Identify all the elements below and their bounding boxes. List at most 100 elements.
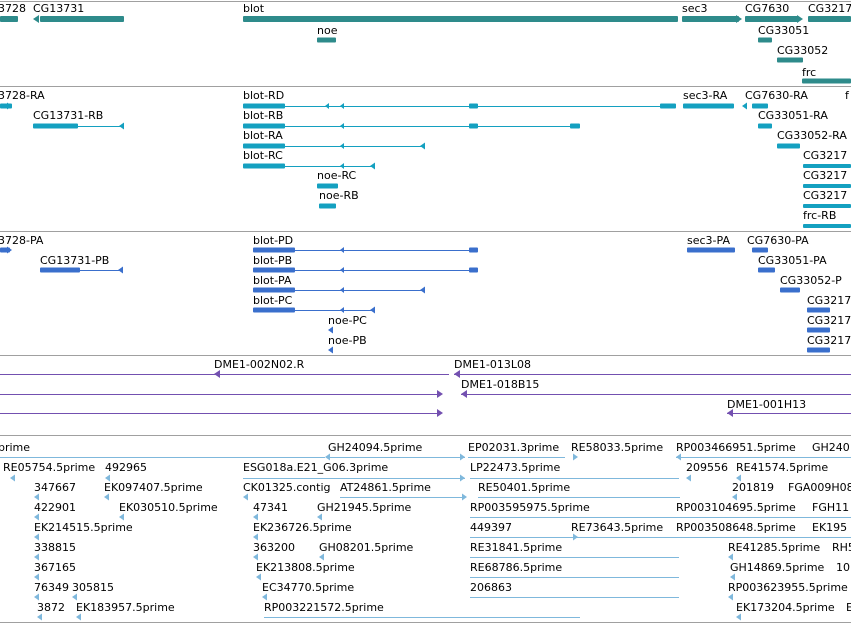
est-track-feature-ek236726-5prime[interactable]: EK236726.5prime	[253, 521, 352, 541]
protein-strand-arrow-left[interactable]	[340, 247, 344, 253]
gene-strand-arrow-right[interactable]	[797, 15, 803, 23]
est-track-feature-rp003623955-5prime[interactable]: RP003623955.5prime	[728, 581, 848, 601]
protein-track-feature-cg7630-pa[interactable]: CG7630-PA	[747, 234, 809, 253]
est-strand-arrow-left[interactable]	[34, 553, 39, 561]
transcript-track[interactable]: 3728-RA CG13731-RB blot-RD blot-RB blot-RA bl…	[0, 89, 851, 228]
est-strand-arrow-left[interactable]	[728, 553, 733, 561]
est-strand-arrow-left[interactable]	[243, 493, 248, 501]
transcript-strand-arrow-left[interactable]	[340, 103, 344, 109]
clone-strand-arrow-right[interactable]	[437, 390, 443, 398]
est-strand-arrow-left[interactable]	[34, 533, 39, 541]
protein-track-feature-sec3-pa[interactable]: sec3-PA	[687, 234, 735, 253]
est-track-feature-at24861-5prime[interactable]: AT24861.5prime	[340, 481, 467, 501]
est-track-feature-re58033-5prime[interactable]: RE58033.5prime	[571, 441, 663, 461]
protein-strand-arrow-left[interactable]	[328, 326, 333, 334]
protein-track-feature-cg33052-p[interactable]: CG33052-P	[780, 274, 842, 293]
est-track-feature-re41285-5prime[interactable]: RE41285.5prime	[728, 541, 820, 561]
gene-track-feature-3728[interactable]: 3728	[0, 2, 26, 22]
transcript-bar[interactable]	[758, 123, 772, 129]
protein-track-feature-cg33051-pa[interactable]: CG33051-PA	[758, 254, 827, 273]
transcript-track-feature-f[interactable]: f	[845, 89, 850, 102]
transcript-exon[interactable]	[469, 103, 478, 109]
est-track-feature-rp003508648-5prime[interactable]: RP003508648.5prime	[676, 521, 851, 538]
est-strand-arrow-left[interactable]	[104, 493, 109, 501]
protein-strand-arrow-left[interactable]	[118, 266, 123, 274]
est-strand-arrow-left[interactable]	[686, 474, 691, 482]
protein-track-feature-noe-pb[interactable]: noe-PB	[328, 334, 367, 354]
est-track-feature-gh240[interactable]: GH240	[812, 441, 850, 454]
gene-track-feature-cg13731[interactable]: CG13731	[33, 2, 124, 23]
protein-strand-arrow-left[interactable]	[340, 287, 344, 293]
protein-track[interactable]: 3728-PA CG13731-PB blot-PD blot-PB blot-PA bl…	[0, 234, 851, 354]
transcript-track-feature-blot-rb[interactable]: blot-RB	[243, 109, 580, 129]
transcript-strand-arrow-left[interactable]	[340, 143, 344, 149]
protein-track-feature-cg13731-pb[interactable]: CG13731-PB	[40, 254, 123, 274]
est-strand-arrow-left[interactable]	[253, 533, 258, 541]
protein-exon[interactable]	[469, 267, 478, 273]
est-strand-arrow-right[interactable]	[573, 453, 578, 461]
protein-track-feature-noe-pc[interactable]: noe-PC	[328, 314, 367, 334]
protein-strand-arrow-left[interactable]	[328, 346, 333, 354]
transcript-strand-arrow-left[interactable]	[420, 142, 425, 150]
est-strand-arrow-left[interactable]	[119, 513, 124, 521]
transcript-strand-arrow-left[interactable]	[340, 123, 344, 129]
est-track-feature-76349[interactable]: 76349	[34, 581, 69, 601]
transcript-track-feature-noe-rb[interactable]: noe-RB	[319, 189, 359, 209]
est-track-feature-rp003221572-5prime[interactable]: RP003221572.5prime	[264, 601, 580, 618]
est-track[interactable]: prime GH24094.5prime EP02031.3prime RE58033…	[0, 441, 851, 621]
gene-bar[interactable]	[777, 57, 803, 63]
protein-bar[interactable]	[752, 247, 768, 253]
protein-bar[interactable]	[807, 327, 830, 333]
transcript-strand-arrow-left[interactable]	[742, 102, 747, 110]
est-strand-arrow-left[interactable]	[676, 453, 681, 461]
est-track-feature-re73643-5prime[interactable]: RE73643.5prime	[571, 521, 663, 541]
gene-bar[interactable]	[802, 78, 851, 84]
est-strand-arrow-left[interactable]	[732, 493, 737, 501]
gene-bar[interactable]	[40, 16, 124, 22]
transcript-track-feature-blot-rc[interactable]: blot-RC	[243, 149, 375, 170]
transcript-strand-arrow-left[interactable]	[370, 162, 375, 170]
transcript-track-feature-cg7630-ra[interactable]: CG7630-RA	[745, 89, 808, 109]
est-track-feature-re05754-5prime[interactable]: RE05754.5prime	[3, 461, 95, 482]
est-track-feature-rp003466951-5prime[interactable]: RP003466951.5prime	[676, 441, 851, 461]
protein-track-feature-cg3217[interactable]: CG3217	[807, 334, 851, 353]
protein-strand-arrow-left[interactable]	[370, 306, 375, 314]
est-strand-arrow-left[interactable]	[262, 593, 267, 601]
transcript-track-feature-cg13731-rb[interactable]: CG13731-RB	[33, 109, 124, 130]
transcript-track-feature-frc-rb[interactable]: frc-RB	[803, 209, 851, 228]
transcript-exon[interactable]	[660, 103, 676, 109]
transcript-track-feature-3728-ra[interactable]: 3728-RA	[0, 89, 45, 110]
est-track-feature-47341[interactable]: 47341	[253, 501, 288, 521]
est-track-feature-ek195[interactable]: EK195	[812, 521, 847, 534]
transcript-exon[interactable]	[570, 123, 580, 129]
est-track-feature-fgh11[interactable]: FGH11	[812, 501, 849, 514]
gene-bar[interactable]	[0, 16, 18, 22]
est-track-feature-gh21945-5prime[interactable]: GH21945.5prime	[317, 501, 412, 521]
est-track-feature-305815[interactable]: 305815	[72, 581, 114, 601]
transcript-strand-arrow-left[interactable]	[119, 122, 124, 130]
est-strand-arrow-left[interactable]	[72, 593, 77, 601]
gene-strand-arrow-left[interactable]	[33, 15, 39, 23]
est-strand-arrow-right[interactable]	[573, 533, 578, 541]
gene-bar[interactable]	[682, 16, 739, 22]
gene-track-feature-sec3[interactable]: sec3	[682, 2, 742, 23]
est-strand-arrow-left[interactable]	[10, 474, 15, 482]
est-strand-arrow-left[interactable]	[76, 613, 81, 621]
est-track-feature-fga009h08[interactable]: FGA009H08.	[788, 481, 851, 494]
transcript-bar[interactable]	[317, 183, 338, 189]
est-track-feature-esg018a-e21-g06-3prime[interactable]: ESG018a.E21_G06.3prime	[243, 461, 465, 482]
transcript-bar[interactable]	[803, 164, 851, 168]
transcript-bar[interactable]	[803, 204, 851, 208]
gene-track-feature-blot[interactable]: blot	[243, 2, 678, 22]
est-track-feature-gh24094-5prime[interactable]: GH24094.5prime	[328, 441, 465, 461]
est-track-feature-re68786-5prime[interactable]: RE68786.5prime	[470, 561, 679, 578]
est-track-feature-ec34770-5prime[interactable]: EC34770.5prime	[262, 581, 354, 601]
est-track-feature-492965[interactable]: 492965	[105, 461, 147, 482]
transcript-bar[interactable]	[777, 143, 800, 149]
protein-track-feature-blot-pc[interactable]: blot-PC	[253, 294, 375, 314]
est-track-feature-re50401-5prime[interactable]: RE50401.5prime	[478, 481, 680, 498]
est-track-feature-gh08201-5prime[interactable]: GH08201.5prime	[319, 541, 414, 561]
est-track-feature-3872[interactable]: 3872	[37, 601, 65, 621]
est-track-feature-10[interactable]: 10	[836, 561, 850, 574]
transcript-strand-arrow-left[interactable]	[340, 163, 344, 169]
